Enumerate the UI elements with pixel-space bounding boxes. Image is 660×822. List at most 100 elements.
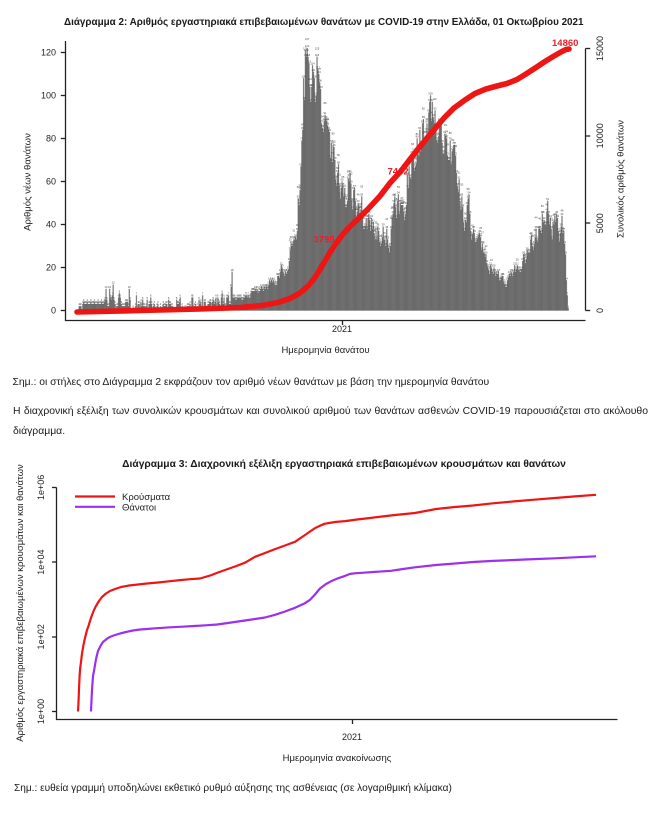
svg-text:33: 33 [551,236,554,240]
svg-text:79: 79 [435,137,438,141]
svg-text:Αριθμός νέων θανάτων: Αριθμός νέων θανάτων [23,133,34,231]
svg-text:38: 38 [470,233,473,237]
svg-text:40: 40 [552,221,555,225]
svg-text:3: 3 [229,300,231,304]
svg-text:6: 6 [227,294,229,298]
svg-text:77: 77 [453,141,456,145]
svg-text:97: 97 [431,98,434,102]
svg-text:33: 33 [476,236,479,240]
svg-text:77: 77 [452,141,455,145]
svg-text:2: 2 [181,302,183,306]
svg-text:33: 33 [293,236,296,240]
svg-text:19: 19 [487,266,490,270]
svg-text:6: 6 [179,294,181,298]
svg-text:46: 46 [358,205,361,209]
svg-text:31: 31 [380,240,383,244]
svg-text:18: 18 [286,268,289,272]
svg-text:62: 62 [408,173,411,177]
svg-text:108: 108 [301,74,306,78]
svg-text:18: 18 [284,268,287,272]
svg-text:6: 6 [223,294,225,298]
svg-text:80: 80 [332,132,335,136]
svg-text:15: 15 [500,274,503,278]
svg-text:2: 2 [211,302,213,306]
svg-text:2: 2 [128,302,130,306]
svg-text:4: 4 [204,298,206,302]
svg-text:39: 39 [382,223,385,227]
svg-text:1e+06: 1e+06 [36,475,46,500]
svg-text:59: 59 [335,175,338,179]
svg-text:30: 30 [379,242,382,246]
svg-text:74: 74 [450,147,453,151]
svg-text:92: 92 [434,97,437,101]
svg-text:57: 57 [407,184,410,188]
svg-text:39: 39 [560,223,563,227]
svg-text:124: 124 [304,48,309,52]
svg-text:46: 46 [402,208,405,212]
svg-text:1: 1 [182,304,184,308]
svg-text:1: 1 [162,304,164,308]
svg-text:4: 4 [214,298,216,302]
svg-text:112: 112 [316,66,321,70]
svg-text:15000: 15000 [595,36,605,61]
svg-text:55: 55 [299,183,302,187]
svg-text:68: 68 [337,160,340,164]
svg-text:37: 37 [557,227,560,231]
svg-text:47: 47 [351,205,354,209]
svg-text:110: 110 [317,70,322,74]
svg-text:2: 2 [124,302,126,306]
svg-text:73: 73 [331,151,334,155]
svg-text:87: 87 [421,119,424,123]
svg-text:18: 18 [514,268,517,272]
svg-text:3: 3 [208,300,210,304]
svg-text:35: 35 [375,221,378,225]
svg-text:78: 78 [441,139,444,143]
svg-text:28: 28 [480,246,483,250]
svg-text:56: 56 [347,170,350,174]
svg-text:10: 10 [256,285,259,289]
svg-text:16: 16 [501,272,504,276]
svg-text:40: 40 [402,200,405,204]
svg-text:43: 43 [391,214,394,218]
svg-text:14: 14 [498,276,501,280]
svg-text:35: 35 [471,231,474,235]
svg-text:13: 13 [269,279,272,283]
svg-text:87: 87 [433,119,436,123]
svg-text:30: 30 [369,224,372,228]
svg-text:50: 50 [541,204,544,208]
svg-text:34: 34 [294,233,297,237]
svg-text:89: 89 [422,115,425,119]
svg-text:6: 6 [243,294,245,298]
svg-text:111: 111 [311,68,316,72]
svg-text:43: 43 [355,207,358,211]
svg-text:1: 1 [193,304,195,308]
svg-text:2: 2 [143,302,145,306]
svg-text:7: 7 [228,291,230,295]
svg-text:3: 3 [114,300,116,304]
svg-text:48: 48 [344,203,347,207]
svg-text:2: 2 [79,302,81,306]
svg-text:75: 75 [425,128,428,132]
svg-text:3: 3 [93,300,95,304]
svg-text:19: 19 [517,266,520,270]
svg-text:40: 40 [46,220,56,230]
svg-text:2: 2 [171,302,173,306]
svg-text:48: 48 [394,203,397,207]
svg-text:87: 87 [320,119,323,123]
svg-text:1: 1 [115,304,117,308]
svg-text:58: 58 [392,193,395,197]
svg-text:46: 46 [545,208,548,212]
svg-text:39: 39 [376,223,379,227]
svg-text:3: 3 [96,300,98,304]
svg-text:56: 56 [299,186,302,190]
svg-text:3: 3 [219,300,221,304]
svg-text:3: 3 [230,300,232,304]
svg-text:31: 31 [384,234,387,238]
svg-text:37: 37 [463,227,466,231]
svg-text:35: 35 [362,216,365,220]
svg-text:2: 2 [122,302,124,306]
svg-text:61: 61 [458,175,461,179]
svg-text:5: 5 [113,296,115,300]
svg-text:97: 97 [314,98,317,102]
svg-text:6: 6 [237,294,239,298]
